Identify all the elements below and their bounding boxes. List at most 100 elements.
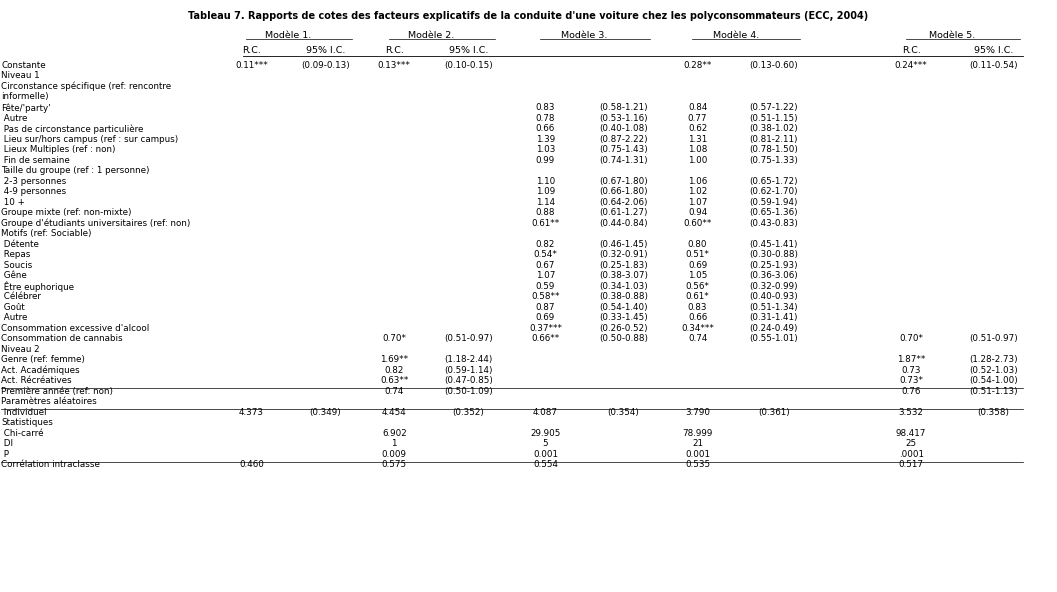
Text: 0.67: 0.67 bbox=[536, 260, 555, 269]
Text: (0.11-0.54): (0.11-0.54) bbox=[969, 61, 1018, 70]
Text: (0.62-1.70): (0.62-1.70) bbox=[749, 187, 798, 196]
Text: Dl: Dl bbox=[1, 439, 13, 448]
Text: 1.09: 1.09 bbox=[536, 187, 555, 196]
Text: (0.33-1.45): (0.33-1.45) bbox=[599, 313, 648, 322]
Text: (0.25-1.93): (0.25-1.93) bbox=[749, 260, 798, 269]
Text: Pas de circonstance particulière: Pas de circonstance particulière bbox=[1, 124, 144, 134]
Text: Individuel: Individuel bbox=[1, 408, 47, 417]
Text: Statistiques: Statistiques bbox=[1, 418, 53, 427]
Text: 0.69: 0.69 bbox=[688, 260, 707, 269]
Text: 0.66**: 0.66** bbox=[532, 334, 559, 343]
Text: 4.373: 4.373 bbox=[239, 408, 264, 417]
Text: .0001: .0001 bbox=[898, 450, 924, 459]
Text: 0.73*: 0.73* bbox=[900, 377, 923, 385]
Text: (0.38-3.07): (0.38-3.07) bbox=[599, 271, 648, 280]
Text: 4-9 personnes: 4-9 personnes bbox=[1, 187, 67, 196]
Text: 0.37***: 0.37*** bbox=[528, 324, 562, 333]
Text: 0.62: 0.62 bbox=[688, 124, 707, 133]
Text: 95% I.C.: 95% I.C. bbox=[973, 46, 1014, 55]
Text: Niveau 1: Niveau 1 bbox=[1, 72, 40, 81]
Text: 0.74: 0.74 bbox=[385, 387, 404, 395]
Text: (0.64-2.06): (0.64-2.06) bbox=[599, 198, 648, 207]
Text: (0.352): (0.352) bbox=[452, 408, 484, 417]
Text: (0.40-1.08): (0.40-1.08) bbox=[599, 124, 648, 133]
Text: (0.40-0.93): (0.40-0.93) bbox=[749, 292, 798, 301]
Text: 0.60**: 0.60** bbox=[684, 218, 711, 227]
Text: (0.74-1.31): (0.74-1.31) bbox=[599, 156, 648, 165]
Text: 0.28**: 0.28** bbox=[684, 61, 711, 70]
Text: 0.66: 0.66 bbox=[536, 124, 555, 133]
Text: (0.61-1.27): (0.61-1.27) bbox=[599, 208, 648, 217]
Text: (0.36-3.06): (0.36-3.06) bbox=[749, 271, 798, 280]
Text: (0.53-1.16): (0.53-1.16) bbox=[599, 114, 648, 123]
Text: Consommation excessive d'alcool: Consommation excessive d'alcool bbox=[1, 324, 149, 333]
Text: (0.51-0.97): (0.51-0.97) bbox=[444, 334, 493, 343]
Text: 0.13***: 0.13*** bbox=[377, 61, 411, 70]
Text: 3.790: 3.790 bbox=[685, 408, 710, 417]
Text: (0.32-0.91): (0.32-0.91) bbox=[599, 250, 648, 259]
Text: Modèle 3.: Modèle 3. bbox=[561, 31, 608, 40]
Text: (0.24-0.49): (0.24-0.49) bbox=[749, 324, 798, 333]
Text: (0.51-0.97): (0.51-0.97) bbox=[969, 334, 1018, 343]
Text: 21: 21 bbox=[692, 439, 703, 448]
Text: 0.77: 0.77 bbox=[688, 114, 707, 123]
Text: 0.94: 0.94 bbox=[688, 208, 707, 217]
Text: 0.54*: 0.54* bbox=[534, 250, 557, 259]
Text: Constante: Constante bbox=[1, 61, 45, 70]
Text: Soucis: Soucis bbox=[1, 260, 33, 269]
Text: 0.74: 0.74 bbox=[688, 334, 707, 343]
Text: 0.001: 0.001 bbox=[533, 450, 558, 459]
Text: (0.54-1.40): (0.54-1.40) bbox=[599, 303, 648, 311]
Text: (0.65-1.36): (0.65-1.36) bbox=[749, 208, 798, 217]
Text: 0.535: 0.535 bbox=[685, 461, 710, 469]
Text: 0.11***: 0.11*** bbox=[236, 61, 267, 70]
Text: (0.34-1.03): (0.34-1.03) bbox=[599, 282, 648, 291]
Text: Taille du groupe (ref : 1 personne): Taille du groupe (ref : 1 personne) bbox=[1, 166, 149, 175]
Text: Groupe d'étudiants universitaires (ref: non): Groupe d'étudiants universitaires (ref: … bbox=[1, 218, 190, 228]
Text: (0.58-1.21): (0.58-1.21) bbox=[599, 103, 648, 112]
Text: (0.38-1.02): (0.38-1.02) bbox=[749, 124, 798, 133]
Text: 3.532: 3.532 bbox=[898, 408, 924, 417]
Text: Niveau 2: Niveau 2 bbox=[1, 345, 40, 353]
Text: Tableau 7. Rapports de cotes des facteurs explicatifs de la conduite d'une voitu: Tableau 7. Rapports de cotes des facteur… bbox=[188, 11, 869, 21]
Text: (1.28-2.73): (1.28-2.73) bbox=[969, 355, 1018, 364]
Text: (0.25-1.83): (0.25-1.83) bbox=[599, 260, 648, 269]
Text: 0.99: 0.99 bbox=[536, 156, 555, 165]
Text: (0.67-1.80): (0.67-1.80) bbox=[599, 176, 648, 185]
Text: R.C.: R.C. bbox=[242, 46, 261, 55]
Text: (0.51-1.34): (0.51-1.34) bbox=[749, 303, 798, 311]
Text: (0.65-1.72): (0.65-1.72) bbox=[749, 176, 798, 185]
Text: Lieux Multiples (ref : non): Lieux Multiples (ref : non) bbox=[1, 145, 115, 154]
Text: Groupe mixte (ref: non-mixte): Groupe mixte (ref: non-mixte) bbox=[1, 208, 131, 217]
Text: 0.554: 0.554 bbox=[533, 461, 558, 469]
Text: 0.001: 0.001 bbox=[685, 450, 710, 459]
Text: (0.47-0.85): (0.47-0.85) bbox=[444, 377, 493, 385]
Text: 1.06: 1.06 bbox=[688, 176, 707, 185]
Text: (0.32-0.99): (0.32-0.99) bbox=[749, 282, 798, 291]
Text: 0.61**: 0.61** bbox=[532, 218, 559, 227]
Text: (0.78-1.50): (0.78-1.50) bbox=[749, 145, 798, 154]
Text: (0.75-1.43): (0.75-1.43) bbox=[599, 145, 648, 154]
Text: (0.59-1.94): (0.59-1.94) bbox=[749, 198, 798, 207]
Text: Paramètres aléatoires: Paramètres aléatoires bbox=[1, 397, 97, 406]
Text: 0.69: 0.69 bbox=[536, 313, 555, 322]
Text: R.C.: R.C. bbox=[902, 46, 921, 55]
Text: 98.417: 98.417 bbox=[896, 429, 926, 437]
Text: (0.26-0.52): (0.26-0.52) bbox=[599, 324, 648, 333]
Text: 0.59: 0.59 bbox=[536, 282, 555, 291]
Text: Fête/'party': Fête/'party' bbox=[1, 103, 51, 112]
Text: (0.46-1.45): (0.46-1.45) bbox=[599, 240, 648, 249]
Text: (0.358): (0.358) bbox=[978, 408, 1009, 417]
Text: 25: 25 bbox=[906, 439, 916, 448]
Text: 6.902: 6.902 bbox=[382, 429, 407, 437]
Text: (0.45-1.41): (0.45-1.41) bbox=[749, 240, 798, 249]
Text: 1.05: 1.05 bbox=[688, 271, 707, 280]
Text: (1.18-2.44): (1.18-2.44) bbox=[444, 355, 493, 364]
Text: 0.66: 0.66 bbox=[688, 313, 707, 322]
Text: (0.09-0.13): (0.09-0.13) bbox=[301, 61, 350, 70]
Text: 0.80: 0.80 bbox=[688, 240, 707, 249]
Text: 0.009: 0.009 bbox=[382, 450, 407, 459]
Text: Repas: Repas bbox=[1, 250, 31, 259]
Text: (0.349): (0.349) bbox=[310, 408, 341, 417]
Text: (0.31-1.41): (0.31-1.41) bbox=[749, 313, 798, 322]
